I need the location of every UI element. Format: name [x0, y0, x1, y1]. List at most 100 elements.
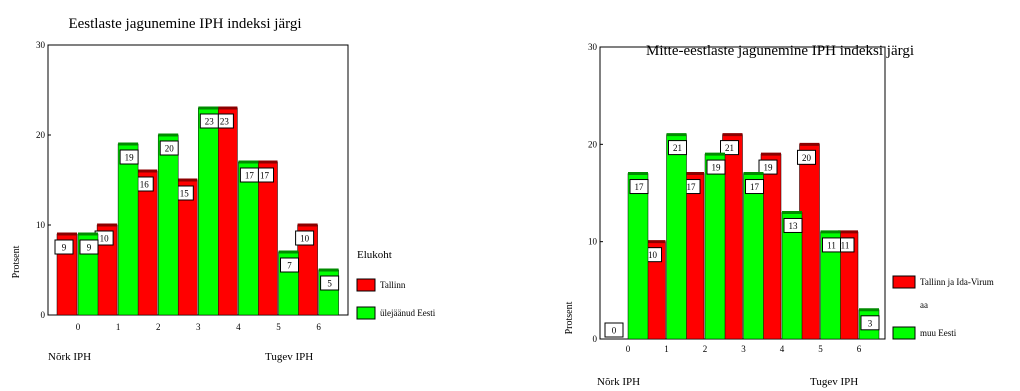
data-label: 9 — [62, 243, 67, 253]
data-label-box — [54, 239, 74, 255]
data-label-box — [745, 179, 764, 195]
bar-series1 — [136, 170, 158, 316]
y-tick-label: 10 — [36, 220, 46, 230]
data-label-box — [629, 179, 649, 195]
data-label-box — [119, 149, 139, 165]
weak-note: Nõrk IPH — [48, 351, 91, 363]
data-label: 23 — [205, 117, 215, 127]
legend-swatch — [892, 326, 916, 340]
bar-series2 — [238, 161, 259, 316]
data-label: 20 — [165, 144, 175, 154]
y-tick-label: 10 — [588, 237, 598, 247]
chart-estonians: Eestlaste jagunemine IPH indeksi järgi 0 1… — [11, 16, 436, 363]
y-tick-label: 20 — [588, 139, 598, 149]
y-tick-label: 30 — [36, 40, 46, 50]
data-label-box — [783, 217, 803, 233]
data-label: 17 — [635, 182, 645, 192]
strong-note: Tugev IPH — [265, 351, 313, 363]
data-label: 23 — [220, 117, 230, 127]
bar-series2 — [157, 134, 179, 316]
bar-series2 — [198, 107, 219, 316]
data-label: 17 — [260, 171, 270, 181]
category-label: 4 — [780, 344, 785, 354]
strong-note: Tugev IPH — [810, 376, 858, 388]
y-tick-label: 20 — [36, 130, 46, 140]
data-label-box — [822, 237, 841, 253]
y-axis-label: Protsent — [11, 245, 22, 278]
data-label: 10 — [100, 234, 110, 244]
category-label: 6 — [316, 322, 321, 332]
bar-series1 — [257, 161, 278, 316]
chart-title: Mitte-eestlaste jagunemine IPH indeksi j… — [646, 43, 914, 59]
data-label: 13 — [789, 221, 799, 231]
legend-label: ülejäänud Eesti — [380, 308, 436, 318]
bar-series1 — [217, 107, 238, 316]
data-label: 21 — [673, 143, 682, 153]
legend-label: Tallinn — [380, 280, 406, 290]
legend: Tallinn ja Ida-Virum aa muu Eesti — [892, 275, 994, 340]
category-label: 6 — [857, 344, 862, 354]
bar-series1 — [799, 144, 820, 340]
data-label: 19 — [712, 163, 722, 173]
legend-swatch — [356, 278, 376, 292]
data-label: 16 — [140, 180, 150, 190]
data-label-box — [706, 159, 726, 175]
data-label-box — [720, 140, 739, 156]
data-label: 19 — [764, 163, 774, 173]
data-label: 17 — [687, 182, 697, 192]
data-label: 11 — [841, 240, 850, 250]
plot-frame — [47, 44, 349, 316]
data-label-box — [320, 275, 340, 291]
bar-series2 — [743, 173, 764, 340]
data-label: 9 — [87, 243, 92, 253]
data-label-box — [159, 140, 179, 156]
y-axis-label: Protsent — [564, 301, 575, 334]
data-label: 20 — [802, 153, 812, 163]
category-label: 1 — [116, 322, 121, 332]
data-label: 17 — [750, 182, 760, 192]
category-label: 3 — [196, 322, 201, 332]
chart-title: Eestlaste jagunemine IPH indeksi järgi — [68, 16, 301, 32]
legend-label: Tallinn ja Ida-Virum — [920, 277, 994, 287]
category-label: 0 — [626, 344, 631, 354]
bar-series1 — [683, 173, 705, 340]
legend-label: aa — [920, 300, 928, 310]
bar-series2 — [117, 143, 139, 316]
data-label: 15 — [180, 189, 190, 199]
y-tick-label: 30 — [588, 42, 598, 52]
y-tick-label: 0 — [41, 310, 46, 320]
data-label-box — [758, 159, 778, 175]
bar-series2 — [627, 173, 649, 340]
data-label: 19 — [125, 153, 135, 163]
category-label: 3 — [741, 344, 746, 354]
data-label: 10 — [648, 250, 658, 260]
data-label: 7 — [287, 261, 292, 271]
weak-note: Nõrk IPH — [597, 376, 640, 388]
chart-non-estonians: Mitte-eestlaste jagunemine IPH indeksi j… — [564, 42, 994, 388]
legend-label: muu Eesti — [920, 328, 957, 338]
category-label: 5 — [818, 344, 823, 354]
data-label-box — [239, 167, 259, 183]
data-label-box — [295, 230, 315, 246]
data-label-box — [604, 322, 624, 338]
data-label: 3 — [868, 318, 873, 328]
category-label: 1 — [664, 344, 669, 354]
data-label-box — [79, 239, 99, 255]
category-label: 2 — [703, 344, 708, 354]
bar-series2 — [666, 134, 687, 340]
data-label: 10 — [300, 234, 310, 244]
category-label: 5 — [276, 322, 281, 332]
data-label-box — [860, 315, 880, 331]
category-label: 2 — [156, 322, 161, 332]
bar-series2 — [704, 153, 726, 340]
y-tick-label: 0 — [593, 334, 598, 344]
legend-swatch — [356, 306, 376, 320]
data-label-box — [199, 113, 219, 129]
data-label: 5 — [327, 279, 332, 289]
category-label: 4 — [236, 322, 241, 332]
legend: Elukoht Tallinn ülejäänud Eesti — [356, 249, 436, 320]
data-label-box — [668, 140, 687, 156]
legend-swatch — [892, 275, 916, 289]
category-label: 0 — [76, 322, 81, 332]
